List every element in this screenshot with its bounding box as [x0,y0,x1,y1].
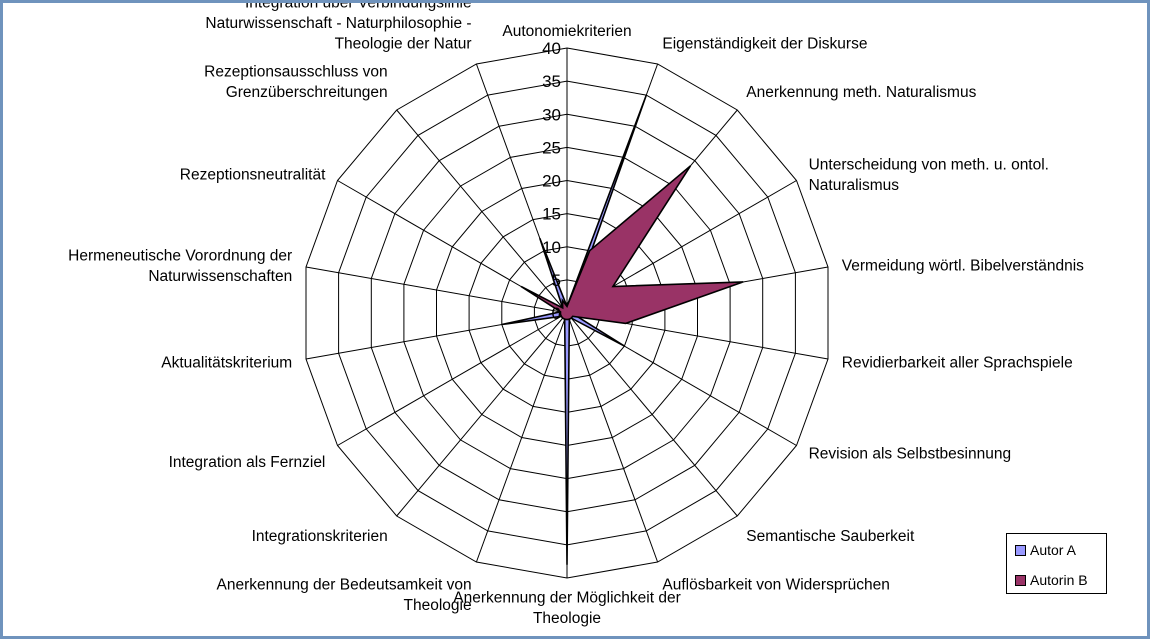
category-label: Integrationskriterien [252,528,388,545]
category-label-line: Auflösbarkeit von Widersprüchen [662,577,889,594]
category-label-line: Integration als Fernziel [169,454,326,471]
axis-spoke [337,312,568,446]
category-label-line: Semantische Sauberkeit [746,528,915,545]
category-label-line: Integration über Verbindungslinie [245,3,472,12]
category-label-line: Anerkennung der Möglichkeit der [453,589,680,606]
tick-label: 5 [552,271,561,290]
category-label-line: Theologie [533,610,601,627]
legend-item-series-2: Autorin B [1015,572,1088,588]
category-label: Anerkennung meth. Naturalismus [746,84,976,101]
category-label-line: Grenzüberschreitungen [226,84,388,101]
radial-tick-labels: 0 5 10 15 20 25 30 35 40 [542,39,561,323]
category-label: Anerkennung der Bedeutsamkeit von Theolog… [217,577,472,615]
category-label: Unterscheidung von meth. u. ontol. Natura… [809,156,1049,194]
axis-spoke [305,266,568,314]
category-label-line: Rezeptionsausschluss von [204,64,388,81]
tick-label: 20 [542,172,561,191]
category-label: Vermeidung wörtl. Bibelverständnis [842,258,1084,275]
radar-series [501,94,744,565]
tick-label: 0 [552,304,561,323]
tick-label: 10 [542,238,561,257]
category-label: Revidierbarkeit aller Sprachspiele [842,355,1073,372]
category-label-line: Anerkennung meth. Naturalismus [746,84,976,101]
category-label-line: Anerkennung der Bedeutsamkeit von [217,577,472,594]
category-label: Auflösbarkeit von Widersprüchen [662,577,889,594]
category-label: Hermeneutische Vorordnung der Naturwissen… [68,248,292,286]
tick-label: 25 [542,138,561,157]
category-label: Eigenständigkeit der Diskurse [662,36,867,53]
tick-label: 35 [542,72,561,91]
series-area-1 [501,94,648,565]
category-label-line: Aktualitätskriterium [161,355,292,372]
axis-spoke [566,312,738,517]
category-label: Rezeptionsneutralität [180,167,326,184]
series-area-2 [520,165,744,325]
category-label: Revision als Selbstbesinnung [809,446,1011,463]
category-label: Autonomiekriterien [502,23,631,40]
axis-spoke [396,109,568,314]
category-label-line: Unterscheidung von meth. u. ontol. [809,156,1049,173]
legend-label-series-2: Autorin B [1030,572,1088,588]
category-label-line: Theologie [404,597,472,614]
category-label-line: Eigenständigkeit der Diskurse [662,36,867,53]
axis-spoke [475,312,568,563]
category-label-line: Vermeidung wörtl. Bibelverständnis [842,258,1084,275]
legend: Autor A Autorin B [1006,533,1107,594]
radar-chart: 0 5 10 15 20 25 30 35 40 Autonomiekriterien Eigen… [68,3,1084,627]
tick-label: 15 [542,205,561,224]
category-labels: Autonomiekriterien Eigenständigkeit der D… [68,3,1084,627]
category-label: Semantische Sauberkeit [746,528,915,545]
category-label-line: Naturwissenschaften [148,268,292,285]
category-label: Integration als Fernziel [169,454,326,471]
legend-label-series-1: Autor A [1030,542,1076,558]
tick-label: 30 [542,105,561,124]
category-label: Rezeptionsausschluss von Grenzüberschreit… [204,64,388,102]
legend-swatch-series-1 [1015,544,1026,556]
category-label-line: Integrationskriterien [252,528,388,545]
tick-label: 40 [542,39,561,58]
category-label-line: Rezeptionsneutralität [180,167,326,184]
axis-spoke [566,312,659,563]
category-label: Integration über Verbindungslinie Naturwi… [205,3,471,53]
category-label-line: Naturalismus [809,177,900,194]
category-label-line: Revision als Selbstbesinnung [809,446,1011,463]
category-label: Anerkennung der Möglichkeit der Theologie [453,589,680,627]
category-label-line: Hermeneutische Vorordnung der [68,248,292,265]
legend-item-series-1: Autor A [1015,542,1076,558]
category-label: Aktualitätskriterium [161,355,292,372]
legend-swatch-series-2 [1015,574,1026,586]
category-label-line: Naturwissenschaft - Naturphilosophie - [205,15,471,32]
category-label-line: Revidierbarkeit aller Sprachspiele [842,355,1073,372]
category-label-line: Theologie der Natur [335,36,472,53]
axis-spoke [396,312,568,517]
category-label-line: Autonomiekriterien [502,23,631,40]
